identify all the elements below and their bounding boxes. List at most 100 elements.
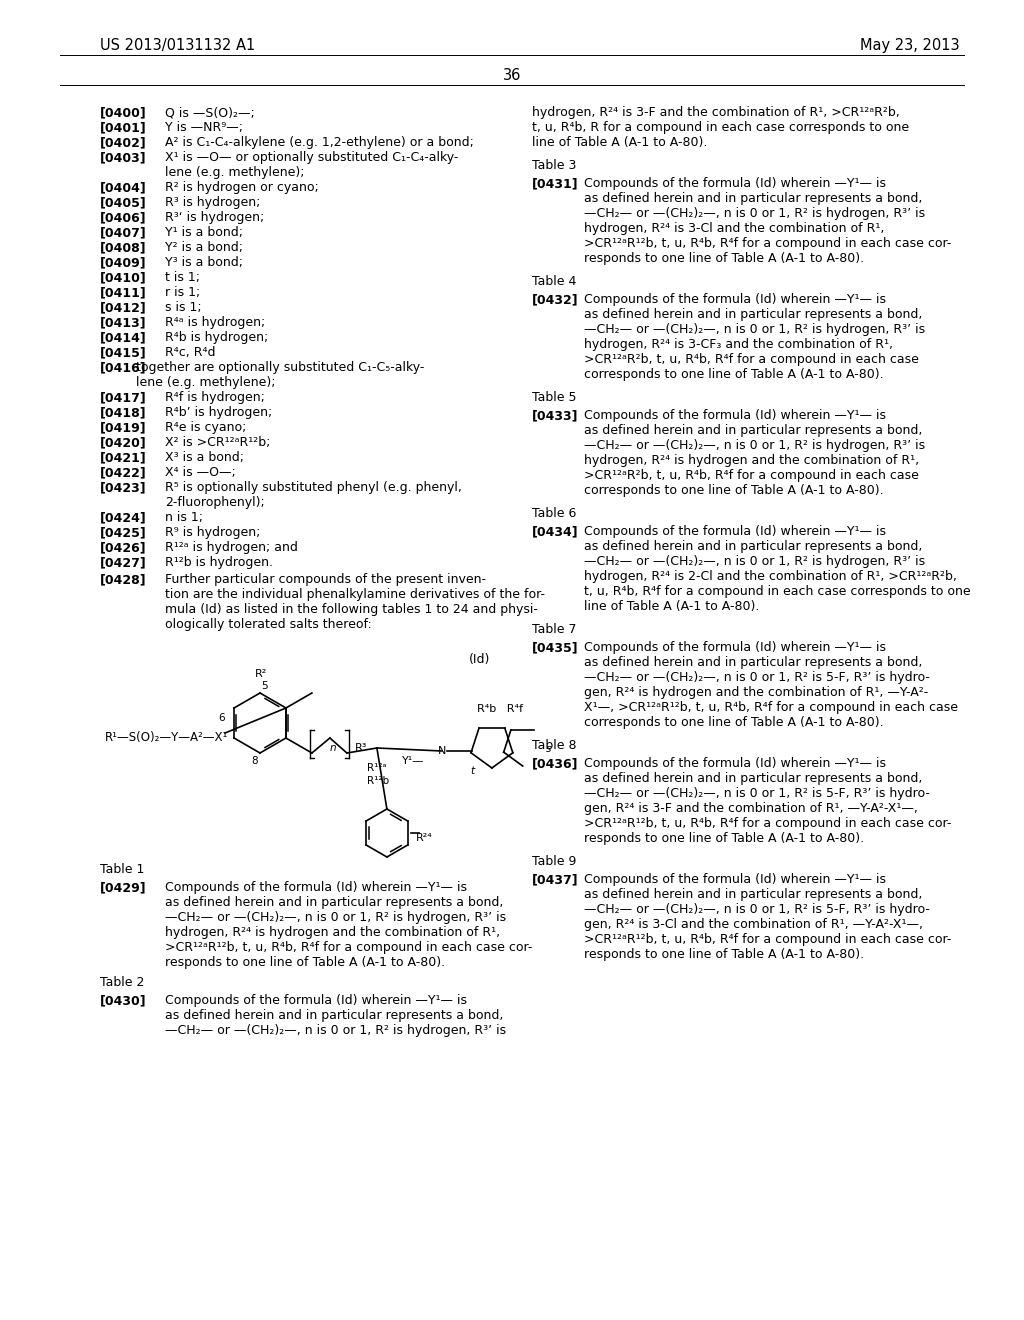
Text: responds to one line of Table A (A-1 to A-80).: responds to one line of Table A (A-1 to … — [584, 832, 864, 845]
Text: [0427]: [0427] — [100, 556, 146, 569]
Text: 8: 8 — [252, 756, 258, 766]
Text: [0413]: [0413] — [100, 315, 146, 329]
Text: —CH₂— or —(CH₂)₂—, n is 0 or 1, R² is 5-F, R³’ is hydro-: —CH₂— or —(CH₂)₂—, n is 0 or 1, R² is 5-… — [584, 787, 930, 800]
Text: [0425]: [0425] — [100, 525, 146, 539]
Text: [0434]: [0434] — [532, 525, 579, 539]
Text: R¹—S(O)₂—Y—A²—X¹: R¹—S(O)₂—Y—A²—X¹ — [105, 731, 228, 744]
Text: as defined herein and in particular represents a bond,: as defined herein and in particular repr… — [584, 424, 923, 437]
Text: t, u, R⁴b, R⁴f for a compound in each case corresponds to one: t, u, R⁴b, R⁴f for a compound in each ca… — [584, 585, 971, 598]
Text: Further particular compounds of the present inven-: Further particular compounds of the pres… — [165, 573, 486, 586]
Text: [0407]: [0407] — [100, 226, 146, 239]
Text: Compounds of the formula (Id) wherein —Y¹— is: Compounds of the formula (Id) wherein —Y… — [584, 177, 886, 190]
Text: as defined herein and in particular represents a bond,: as defined herein and in particular repr… — [584, 308, 923, 321]
Text: [0436]: [0436] — [532, 756, 579, 770]
Text: [0416]: [0416] — [100, 360, 146, 374]
Text: —CH₂— or —(CH₂)₂—, n is 0 or 1, R² is hydrogen, R³’ is: —CH₂— or —(CH₂)₂—, n is 0 or 1, R² is hy… — [165, 1024, 506, 1038]
Text: [0419]: [0419] — [100, 421, 146, 434]
Text: Y¹—: Y¹— — [401, 756, 424, 766]
Text: [0414]: [0414] — [100, 331, 146, 345]
Text: line of Table A (A-1 to A-80).: line of Table A (A-1 to A-80). — [584, 601, 760, 612]
Text: R¹²b: R¹²b — [367, 776, 389, 785]
Text: R¹²b is hydrogen.: R¹²b is hydrogen. — [165, 556, 273, 569]
Text: n: n — [330, 743, 336, 752]
Text: ologically tolerated salts thereof:: ologically tolerated salts thereof: — [165, 618, 372, 631]
Text: R⁴b is hydrogen;: R⁴b is hydrogen; — [165, 331, 268, 345]
Text: tion are the individual phenalkylamine derivatives of the for-: tion are the individual phenalkylamine d… — [165, 587, 545, 601]
Text: X³ is a bond;: X³ is a bond; — [165, 451, 244, 465]
Text: lene (e.g. methylene);: lene (e.g. methylene); — [165, 166, 304, 180]
Text: >CR¹²ᵃR¹²b, t, u, R⁴b, R⁴f for a compound in each case cor-: >CR¹²ᵃR¹²b, t, u, R⁴b, R⁴f for a compoun… — [584, 933, 951, 946]
Text: [0432]: [0432] — [532, 293, 579, 306]
Text: [0405]: [0405] — [100, 195, 146, 209]
Text: [0422]: [0422] — [100, 466, 146, 479]
Text: hydrogen, R²⁴ is hydrogen and the combination of R¹,: hydrogen, R²⁴ is hydrogen and the combin… — [165, 927, 500, 939]
Text: [0408]: [0408] — [100, 242, 146, 253]
Text: [0423]: [0423] — [100, 480, 146, 494]
Text: [0435]: [0435] — [532, 642, 579, 653]
Text: —CH₂— or —(CH₂)₂—, n is 0 or 1, R² is hydrogen, R³’ is: —CH₂— or —(CH₂)₂—, n is 0 or 1, R² is hy… — [584, 554, 925, 568]
Text: Table 3: Table 3 — [532, 158, 577, 172]
Text: [0410]: [0410] — [100, 271, 146, 284]
Text: Table 1: Table 1 — [100, 863, 144, 876]
Text: X² is >CR¹²ᵃR¹²b;: X² is >CR¹²ᵃR¹²b; — [165, 436, 270, 449]
Text: >CR¹²ᵃR²b, t, u, R⁴b, R⁴f for a compound in each case: >CR¹²ᵃR²b, t, u, R⁴b, R⁴f for a compound… — [584, 352, 919, 366]
Text: Table 2: Table 2 — [100, 975, 144, 989]
Text: R³‘ is hydrogen;: R³‘ is hydrogen; — [165, 211, 264, 224]
Text: R²⁴: R²⁴ — [416, 833, 433, 843]
Text: R⁴ᵃ is hydrogen;: R⁴ᵃ is hydrogen; — [165, 315, 265, 329]
Text: Q is —S(O)₂—;: Q is —S(O)₂—; — [165, 106, 255, 119]
Text: Table 8: Table 8 — [532, 739, 577, 752]
Text: Y² is a bond;: Y² is a bond; — [165, 242, 243, 253]
Text: Y¹ is a bond;: Y¹ is a bond; — [165, 226, 243, 239]
Text: t, u, R⁴b, R for a compound in each case corresponds to one: t, u, R⁴b, R for a compound in each case… — [532, 121, 909, 135]
Text: (Id): (Id) — [469, 653, 490, 667]
Text: >CR¹²ᵃR²b, t, u, R⁴b, R⁴f for a compound in each case: >CR¹²ᵃR²b, t, u, R⁴b, R⁴f for a compound… — [584, 469, 919, 482]
Text: line of Table A (A-1 to A-80).: line of Table A (A-1 to A-80). — [532, 136, 708, 149]
Text: together are optionally substituted C₁-C₅-alky-: together are optionally substituted C₁-C… — [120, 360, 424, 374]
Text: May 23, 2013: May 23, 2013 — [860, 38, 961, 53]
Text: corresponds to one line of Table A (A-1 to A-80).: corresponds to one line of Table A (A-1 … — [584, 368, 884, 381]
Text: Y is —NR⁹—;: Y is —NR⁹—; — [165, 121, 243, 135]
Text: hydrogen, R²⁴ is hydrogen and the combination of R¹,: hydrogen, R²⁴ is hydrogen and the combin… — [584, 454, 920, 467]
Text: Table 9: Table 9 — [532, 855, 577, 869]
Text: Table 5: Table 5 — [532, 391, 577, 404]
Text: Y³ is a bond;: Y³ is a bond; — [165, 256, 243, 269]
Text: [0437]: [0437] — [532, 873, 579, 886]
Text: [0433]: [0433] — [532, 409, 579, 422]
Text: R⁹ is hydrogen;: R⁹ is hydrogen; — [165, 525, 260, 539]
Text: Compounds of the formula (Id) wherein —Y¹— is: Compounds of the formula (Id) wherein —Y… — [584, 756, 886, 770]
Text: as defined herein and in particular represents a bond,: as defined herein and in particular repr… — [165, 896, 504, 909]
Text: gen, R²⁴ is hydrogen and the combination of R¹, —Y-A²-: gen, R²⁴ is hydrogen and the combination… — [584, 686, 928, 700]
Text: t: t — [470, 766, 474, 776]
Text: [0401]: [0401] — [100, 121, 146, 135]
Text: 36: 36 — [503, 69, 521, 83]
Text: N: N — [437, 746, 446, 756]
Text: —CH₂— or —(CH₂)₂—, n is 0 or 1, R² is hydrogen, R³’ is: —CH₂— or —(CH₂)₂—, n is 0 or 1, R² is hy… — [584, 207, 925, 220]
Text: s is 1;: s is 1; — [165, 301, 202, 314]
Text: —CH₂— or —(CH₂)₂—, n is 0 or 1, R² is 5-F, R³’ is hydro-: —CH₂— or —(CH₂)₂—, n is 0 or 1, R² is 5-… — [584, 903, 930, 916]
Text: R³ is hydrogen;: R³ is hydrogen; — [165, 195, 260, 209]
Text: [0409]: [0409] — [100, 256, 146, 269]
Text: R³: R³ — [355, 743, 368, 752]
Text: R⁴f is hydrogen;: R⁴f is hydrogen; — [165, 391, 265, 404]
Text: Table 7: Table 7 — [532, 623, 577, 636]
Text: Table 6: Table 6 — [532, 507, 577, 520]
Text: [0411]: [0411] — [100, 286, 146, 300]
Text: [0418]: [0418] — [100, 407, 146, 418]
Text: [0430]: [0430] — [100, 994, 146, 1007]
Text: Compounds of the formula (Id) wherein —Y¹— is: Compounds of the formula (Id) wherein —Y… — [584, 293, 886, 306]
Text: Compounds of the formula (Id) wherein —Y¹— is: Compounds of the formula (Id) wherein —Y… — [584, 642, 886, 653]
Text: hydrogen, R²⁴ is 3-F and the combination of R¹, >CR¹²ᵃR²b,: hydrogen, R²⁴ is 3-F and the combination… — [532, 106, 900, 119]
Text: X¹—, >CR¹²ᵃR¹²b, t, u, R⁴b, R⁴f for a compound in each case: X¹—, >CR¹²ᵃR¹²b, t, u, R⁴b, R⁴f for a co… — [584, 701, 958, 714]
Text: Compounds of the formula (Id) wherein —Y¹— is: Compounds of the formula (Id) wherein —Y… — [165, 994, 467, 1007]
Text: >CR¹²ᵃR¹²b, t, u, R⁴b, R⁴f for a compound in each case cor-: >CR¹²ᵃR¹²b, t, u, R⁴b, R⁴f for a compoun… — [584, 238, 951, 249]
Text: [0421]: [0421] — [100, 451, 146, 465]
Text: hydrogen, R²⁴ is 3-Cl and the combination of R¹,: hydrogen, R²⁴ is 3-Cl and the combinatio… — [584, 222, 885, 235]
Text: [0406]: [0406] — [100, 211, 146, 224]
Text: hydrogen, R²⁴ is 2-Cl and the combination of R¹, >CR¹²ᵃR²b,: hydrogen, R²⁴ is 2-Cl and the combinatio… — [584, 570, 956, 583]
Text: X⁴ is —O—;: X⁴ is —O—; — [165, 466, 236, 479]
Text: [0412]: [0412] — [100, 301, 146, 314]
Text: X¹ is —O— or optionally substituted C₁-C₄-alky-: X¹ is —O— or optionally substituted C₁-C… — [165, 150, 459, 164]
Text: R⁴c, R⁴d: R⁴c, R⁴d — [165, 346, 215, 359]
Text: Compounds of the formula (Id) wherein —Y¹— is: Compounds of the formula (Id) wherein —Y… — [584, 409, 886, 422]
